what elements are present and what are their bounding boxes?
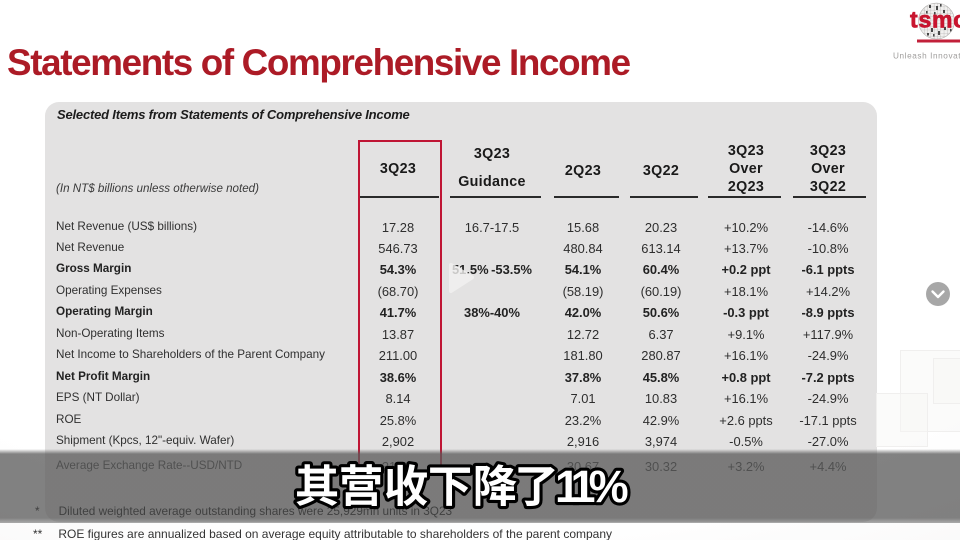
svg-text:11%: 11%: [555, 461, 628, 512]
svg-text:tsmc: tsmc: [910, 7, 960, 33]
svg-text:Unleash Innovati: Unleash Innovati: [893, 52, 960, 61]
